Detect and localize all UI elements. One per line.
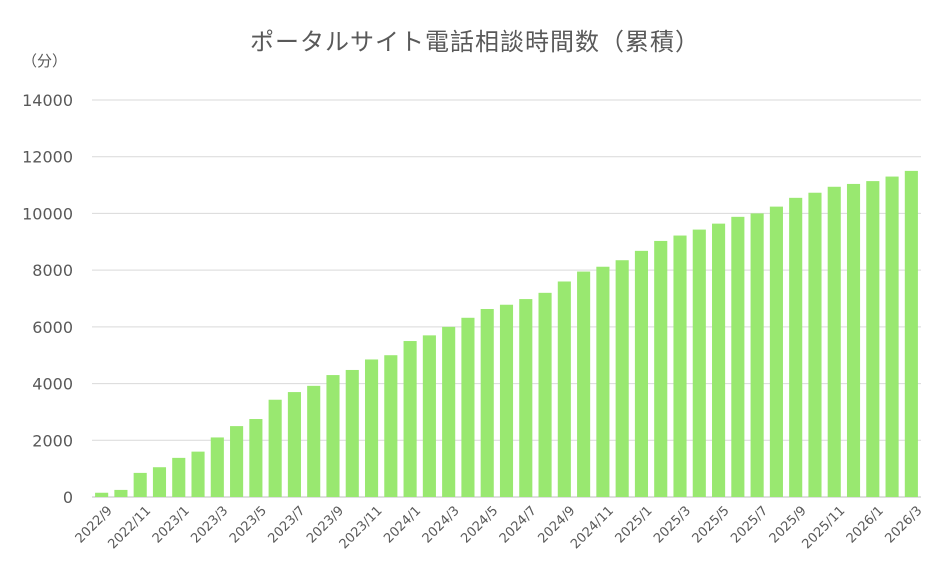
bar: [596, 266, 610, 497]
bar: [731, 216, 745, 497]
bar: [326, 375, 340, 497]
y-tick-label: 2000: [32, 431, 73, 450]
bar: [403, 341, 417, 497]
x-tick-label: 2024/11: [568, 503, 617, 552]
bar: [538, 292, 552, 497]
bar: [95, 492, 109, 497]
bar: [230, 426, 244, 497]
x-tick-label: 2025/1: [613, 503, 656, 546]
x-axis-ticks: 2022/92022/112023/12023/32023/52023/7202…: [73, 503, 926, 552]
x-tick-label: 2024/7: [497, 503, 540, 546]
x-tick-label: 2025/7: [728, 503, 771, 546]
bar: [287, 392, 301, 497]
bar: [152, 467, 167, 497]
bar: [789, 197, 803, 497]
x-tick-label: 2023/1: [150, 503, 193, 546]
bar: [769, 206, 783, 497]
bar: [577, 271, 591, 497]
x-tick-label: 2025/11: [799, 503, 848, 552]
bar: [827, 186, 841, 497]
x-tick-label: 2023/7: [266, 503, 309, 546]
bar: [519, 299, 533, 497]
bar: [634, 250, 649, 497]
x-tick-label: 2024/3: [420, 503, 463, 546]
y-tick-label: 8000: [32, 261, 73, 280]
bar: [191, 451, 205, 497]
bar: [654, 240, 668, 497]
bar: [480, 308, 494, 497]
bar: [615, 260, 629, 497]
bar: [866, 181, 880, 497]
y-tick-label: 12000: [22, 148, 73, 167]
bar: [712, 223, 726, 497]
y-axis-unit-label: （分）: [22, 52, 68, 70]
bar: [846, 183, 861, 498]
bar: [808, 192, 822, 498]
x-tick-label: 2023/3: [188, 503, 231, 546]
bar: [557, 281, 571, 497]
bar: [345, 369, 359, 497]
y-tick-label: 14000: [22, 91, 73, 110]
bar: [133, 472, 147, 497]
x-tick-label: 2023/11: [337, 503, 386, 552]
bar: [422, 335, 436, 497]
y-tick-label: 0: [63, 488, 73, 507]
bars: [95, 170, 918, 498]
bar: [673, 235, 687, 497]
bar: [885, 176, 899, 498]
bar: [692, 229, 706, 497]
chart-title: ポータルサイト電話相談時間数（累積）: [250, 28, 700, 56]
x-tick-label: 2022/11: [105, 503, 154, 552]
bar: [904, 170, 918, 497]
x-tick-label: 2025/5: [690, 503, 733, 546]
bar: [442, 326, 456, 497]
bar: [114, 489, 128, 497]
bar: [750, 213, 764, 497]
bar: [268, 399, 282, 497]
y-tick-label: 6000: [32, 318, 73, 337]
y-tick-label: 4000: [32, 375, 73, 394]
x-tick-label: 2026/3: [882, 503, 925, 546]
bar: [461, 317, 475, 497]
bar: [307, 385, 321, 497]
y-axis-ticks: 0 2000 4000 6000 8000 10000 12000 14000: [22, 91, 73, 507]
y-tick-label: 10000: [22, 204, 73, 223]
bar: [210, 437, 224, 497]
x-tick-label: 2025/3: [651, 503, 694, 546]
x-tick-label: 2024/5: [458, 503, 501, 546]
x-tick-label: 2026/1: [844, 503, 887, 546]
bar: [364, 359, 379, 497]
bar: [249, 419, 263, 497]
x-tick-label: 2023/5: [227, 503, 270, 546]
x-tick-label: 2024/1: [381, 503, 424, 546]
bar: [384, 355, 398, 497]
bar: [172, 457, 186, 497]
bar: [499, 304, 514, 497]
